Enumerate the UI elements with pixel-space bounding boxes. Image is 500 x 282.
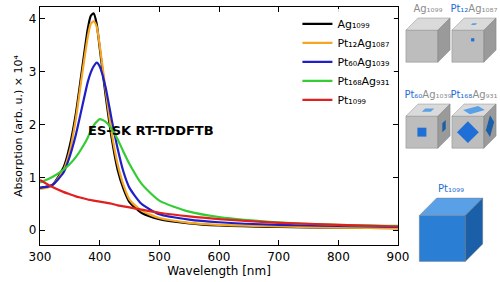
svg-text:900: 900 [387,250,410,264]
svg-text:Pt₆₀Ag₁₀₃₉: Pt₆₀Ag₁₀₃₉ [337,56,389,69]
svg-text:Wavelength [nm]: Wavelength [nm] [167,264,271,278]
svg-text:Ag₁₀₉₉: Ag₁₀₉₉ [413,3,442,14]
svg-text:Ag₁₀₉₉: Ag₁₀₉₉ [337,18,369,31]
svg-text:Pt₁₆₈Ag₉₃₁: Pt₁₆₈Ag₉₃₁ [337,75,389,88]
svg-text:600: 600 [208,250,231,264]
svg-text:800: 800 [327,250,350,264]
svg-text:Pt₆₀Ag₁₀₃₉: Pt₆₀Ag₁₀₃₉ [404,89,451,100]
svg-text:Pt₁₂Ag₁₀₈₇: Pt₁₂Ag₁₀₈₇ [450,3,497,14]
svg-text:1: 1 [29,171,37,185]
svg-text:Pt₁₆₈Ag₉₃₁: Pt₁₆₈Ag₉₃₁ [450,89,497,100]
svg-text:Pt₁₂Ag₁₀₈₇: Pt₁₂Ag₁₀₈₇ [337,37,389,50]
svg-text:Pt₁₀₉₉: Pt₁₀₉₉ [337,94,366,107]
svg-text:700: 700 [267,250,290,264]
svg-text:0: 0 [29,223,37,237]
svg-text:Pt₁₀₉₉: Pt₁₀₉₉ [438,183,464,194]
svg-text:4: 4 [29,12,37,26]
svg-text:ES-SK RT-TDDFTB: ES-SK RT-TDDFTB [88,123,214,138]
svg-text:Absorption (arb. u.) × 10⁴: Absorption (arb. u.) × 10⁴ [12,54,25,197]
svg-text:500: 500 [148,250,171,264]
svg-text:400: 400 [88,250,111,264]
svg-text:300: 300 [29,250,52,264]
svg-text:3: 3 [29,65,37,79]
svg-text:2: 2 [29,118,37,132]
